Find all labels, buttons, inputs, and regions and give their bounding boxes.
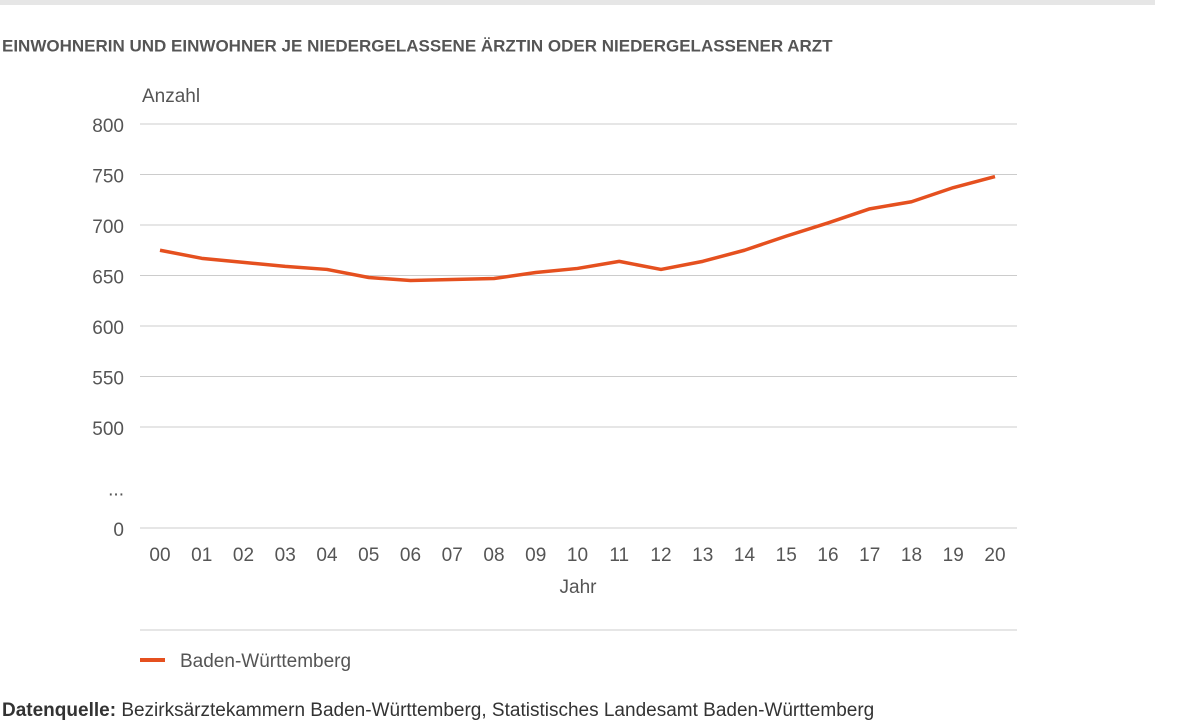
chart-title: EINWOHNERIN UND EINWOHNER JE NIEDERGELAS… xyxy=(2,36,833,55)
x-tick-label: 18 xyxy=(901,545,922,566)
x-tick-label: 07 xyxy=(442,545,463,566)
top-bar xyxy=(0,0,1155,5)
x-tick-label: 00 xyxy=(149,545,170,566)
x-tick-label: 17 xyxy=(859,545,880,566)
y-tick-label: 700 xyxy=(92,217,124,238)
x-tick-label: 04 xyxy=(316,545,338,566)
source-label: Datenquelle: xyxy=(2,700,116,721)
y-tick-label: 800 xyxy=(92,116,124,137)
x-tick-label: 15 xyxy=(776,545,797,566)
x-tick-label: 01 xyxy=(191,545,212,566)
x-tick-label: 11 xyxy=(609,545,629,566)
y-axis-label: Anzahl xyxy=(142,86,200,107)
x-tick-label: 19 xyxy=(943,545,964,566)
y-tick-label: 650 xyxy=(92,268,124,289)
y-tick-label: 500 xyxy=(92,419,124,440)
y-tick-label: 750 xyxy=(92,167,124,188)
x-tick-label: 16 xyxy=(817,545,838,566)
y-tick-label: 600 xyxy=(92,318,124,339)
source: Datenquelle: Bezirksärztekammern Baden-W… xyxy=(2,700,874,721)
x-tick-label: 13 xyxy=(692,545,713,566)
x-tick-label: 02 xyxy=(233,545,254,566)
x-tick-label: 20 xyxy=(984,545,1005,566)
x-tick-label: 09 xyxy=(525,545,546,566)
x-tick-label: 03 xyxy=(275,545,296,566)
y-tick-label: ... xyxy=(108,480,124,501)
x-tick-label: 08 xyxy=(483,545,504,566)
x-tick-label: 05 xyxy=(358,545,379,566)
source-text: Bezirksärztekammern Baden-Württemberg, S… xyxy=(121,700,874,721)
y-tick-label: 550 xyxy=(92,369,124,390)
y-tick-label: 0 xyxy=(113,520,124,541)
x-tick-label: 10 xyxy=(567,545,588,566)
x-tick-label: 14 xyxy=(734,545,756,566)
x-tick-label: 12 xyxy=(650,545,671,566)
legend-label: Baden-Württemberg xyxy=(180,651,351,672)
line xyxy=(159,174,996,283)
x-axis-label: Jahr xyxy=(560,577,598,598)
x-tick-label: 06 xyxy=(400,545,421,566)
